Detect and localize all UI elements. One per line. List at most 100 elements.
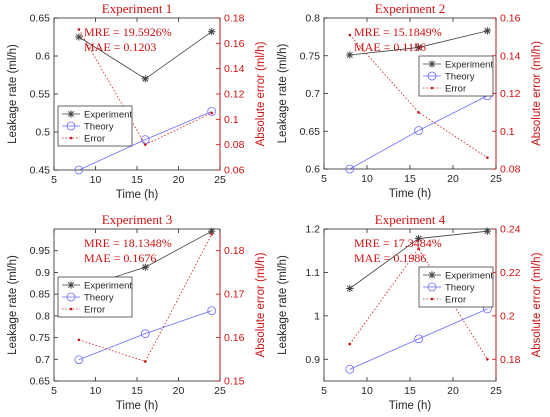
error-point bbox=[144, 360, 147, 363]
experiment-point bbox=[415, 234, 423, 243]
x-tick-label: 15 bbox=[131, 174, 143, 186]
y2-tick-label: 0.14 bbox=[224, 63, 245, 75]
experiment-point bbox=[483, 227, 491, 235]
legend-label: Experiment bbox=[445, 60, 493, 71]
series-line-error bbox=[349, 34, 488, 159]
y-tick-label: 0.5 bbox=[35, 127, 50, 139]
y-tick-label: 0.9 bbox=[35, 267, 50, 279]
y2-axis-label: Absolute error (ml/h) bbox=[531, 41, 543, 146]
error-point bbox=[417, 247, 420, 250]
experiment-point bbox=[141, 263, 149, 271]
theory-point bbox=[207, 107, 217, 116]
y-tick-label: 0.6 bbox=[35, 51, 50, 63]
x-tick-label: 15 bbox=[131, 385, 143, 397]
y-tick-label: 0.8 bbox=[305, 13, 320, 25]
y-tick-label: 0.9 bbox=[305, 354, 320, 366]
error-point bbox=[210, 232, 213, 236]
y2-tick-label: 0.12 bbox=[224, 89, 245, 101]
x-tick-label: 20 bbox=[447, 385, 459, 397]
theory-point bbox=[345, 164, 355, 174]
legend-label: Error bbox=[84, 134, 105, 145]
y-axis-label: Leakage rate (ml/h) bbox=[277, 43, 289, 143]
legend-marker-experiment bbox=[428, 60, 436, 68]
y2-tick-label: 0.14 bbox=[500, 50, 521, 62]
y2-tick-label: 0.16 bbox=[224, 332, 245, 344]
y-tick-label: 1.1 bbox=[305, 267, 320, 279]
series-line-theory bbox=[349, 308, 488, 370]
legend-marker-theory bbox=[427, 282, 437, 292]
y-tick-label: 0.65 bbox=[30, 13, 51, 25]
y2-axis-label: Absolute error (ml/h) bbox=[255, 41, 267, 146]
x-tick-label: 15 bbox=[404, 173, 416, 185]
legend-label: Theory bbox=[84, 122, 114, 133]
experiment-point-d2 bbox=[208, 28, 215, 35]
y2-tick-label: 0.24 bbox=[500, 224, 521, 236]
mae-annotation: MAE = 0.1203 bbox=[84, 40, 156, 54]
y2-axis-label: Absolute error (ml/h) bbox=[255, 252, 267, 357]
y2-tick-label: 0.18 bbox=[224, 13, 245, 25]
x-axis-label: Time (h) bbox=[389, 400, 432, 412]
y-tick-label: 1 bbox=[314, 310, 320, 322]
y-tick-label: 0.75 bbox=[300, 50, 321, 62]
y2-tick-label: 0.15 bbox=[224, 376, 245, 388]
y-tick-label: 0.7 bbox=[305, 88, 320, 100]
legend-marker-error bbox=[69, 307, 73, 311]
legend-label: Error bbox=[445, 84, 466, 95]
experiment-point bbox=[346, 284, 354, 293]
legend-marker-theory bbox=[66, 121, 76, 131]
x-axis-label: Time (h) bbox=[116, 400, 159, 412]
y-tick-label: 0.55 bbox=[30, 89, 51, 101]
y2-tick-label: 0.18 bbox=[500, 354, 521, 366]
experiment-point bbox=[141, 75, 149, 83]
legend-marker-experiment-d2 bbox=[428, 271, 436, 279]
theory-point bbox=[74, 165, 84, 175]
y-tick-label: 0.7 bbox=[35, 354, 50, 366]
mae-annotation: MAE = 0.1676 bbox=[84, 251, 156, 265]
y-tick-label: 0.85 bbox=[30, 289, 51, 301]
series-line-error bbox=[349, 247, 488, 360]
y-axis-label: Leakage rate (ml/h) bbox=[277, 255, 289, 355]
chart-title: Experiment 1 bbox=[102, 1, 172, 16]
chart-title: Experiment 4 bbox=[375, 212, 446, 227]
experiment-point-d2 bbox=[142, 264, 149, 271]
experiment-point bbox=[75, 33, 83, 41]
x-axis-label: Time (h) bbox=[116, 189, 159, 201]
y2-tick-label: 0.16 bbox=[500, 13, 521, 25]
y-tick-label: 0.65 bbox=[30, 376, 51, 388]
legend-label: Theory bbox=[445, 72, 475, 83]
theory-point bbox=[414, 334, 424, 344]
mre-annotation: MRE = 15.1849% bbox=[354, 25, 442, 39]
experiment-point bbox=[415, 43, 423, 52]
experiment-point-d2 bbox=[208, 228, 215, 235]
y2-tick-label: 0.16 bbox=[224, 38, 245, 50]
x-tick-label: 5 bbox=[321, 385, 327, 397]
mre-annotation: MRE = 17.3484% bbox=[354, 236, 442, 250]
y2-tick-label: 0.22 bbox=[500, 267, 521, 279]
legend-marker-error bbox=[69, 136, 73, 140]
experiment-point-d2 bbox=[75, 33, 82, 41]
mae-annotation: MAE = 0.1986 bbox=[354, 251, 426, 265]
chart-panel-2: 5 10 15 20 25 0.6 0.65 0.7 0.75 0.8 0.08 0.1 0.12 0.1… bbox=[277, 1, 543, 200]
y-tick-label: 0.65 bbox=[300, 126, 321, 138]
x-tick-label: 20 bbox=[173, 385, 185, 397]
x-tick-label: 10 bbox=[361, 385, 373, 397]
legend-marker-experiment bbox=[428, 271, 436, 279]
series-line-theory bbox=[349, 95, 488, 170]
legend-label: Experiment bbox=[84, 281, 132, 292]
experiment-point-d2 bbox=[346, 51, 353, 59]
x-tick-label: 15 bbox=[404, 385, 416, 397]
legend-label: Theory bbox=[445, 283, 475, 294]
legend-marker-experiment bbox=[67, 281, 75, 289]
theory-point bbox=[207, 306, 217, 316]
chart-panel-1: 5 10 15 20 25 0.45 0.5 0.55 0.6 0.65 0.06 0.08 0.1 0.… bbox=[7, 1, 267, 201]
x-tick-label: 5 bbox=[51, 174, 57, 186]
x-tick-label: 10 bbox=[90, 385, 102, 397]
error-point bbox=[486, 156, 489, 159]
y2-tick-label: 0.17 bbox=[224, 289, 245, 301]
x-tick-label: 10 bbox=[90, 174, 102, 186]
y-tick-label: 0.75 bbox=[30, 332, 51, 344]
legend-marker-experiment-d2 bbox=[428, 60, 436, 68]
